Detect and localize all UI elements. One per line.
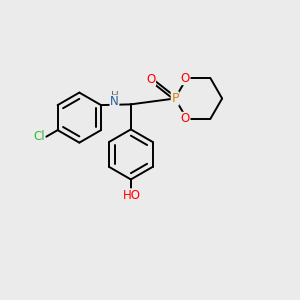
Text: O: O xyxy=(181,72,190,85)
Text: Cl: Cl xyxy=(33,130,45,143)
Text: O: O xyxy=(181,112,190,125)
Text: HO: HO xyxy=(123,189,141,202)
Text: H: H xyxy=(111,92,119,101)
Text: N: N xyxy=(110,95,119,108)
Text: O: O xyxy=(146,73,155,86)
Text: P: P xyxy=(171,92,179,105)
